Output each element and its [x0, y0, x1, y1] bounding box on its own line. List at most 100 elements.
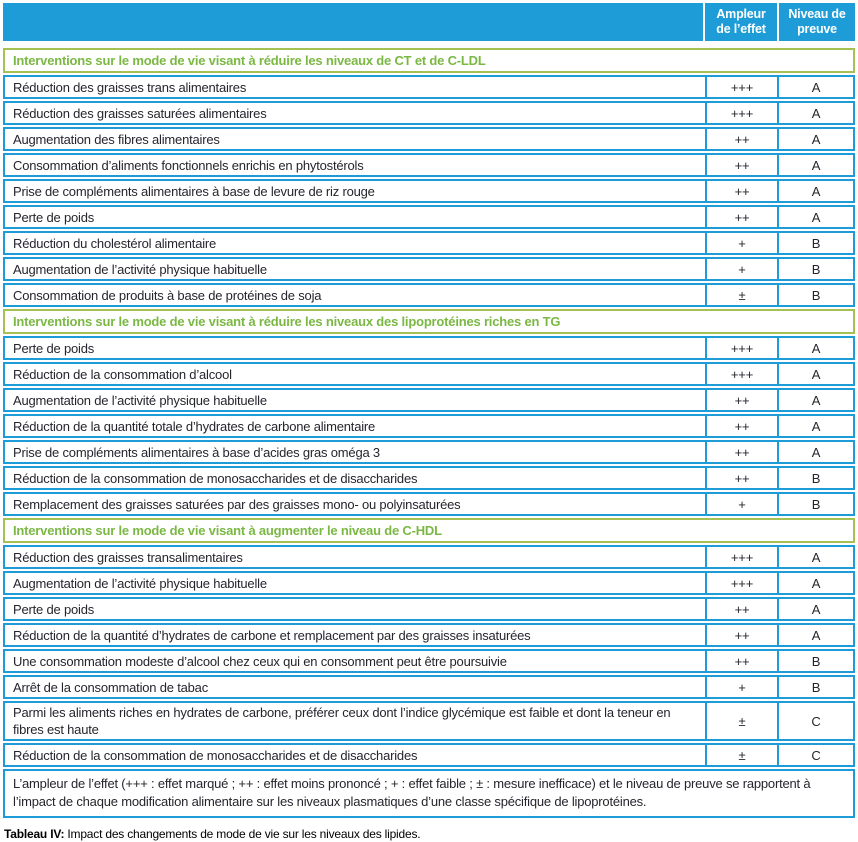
- intervention-label: Réduction de la quantité totale d’hydrat…: [13, 418, 376, 434]
- intervention-label: Prise de compléments alimentaires à base…: [13, 183, 375, 199]
- effect-value: ++: [705, 625, 777, 645]
- effect-value: +: [705, 677, 777, 697]
- section-title: Interventions sur le mode de vie visant …: [13, 523, 442, 538]
- table-row: Réduction des graisses trans alimentaire…: [3, 75, 855, 99]
- effect-value: +: [705, 233, 777, 253]
- section-header-row: Interventions sur le mode de vie visant …: [3, 309, 855, 334]
- effect-value: ±: [705, 285, 777, 305]
- effect-value: +++: [705, 103, 777, 123]
- table-row: Prise de compléments alimentaires à base…: [3, 179, 855, 203]
- table-row: Parmi les aliments riches en hydrates de…: [3, 701, 855, 741]
- table-row: Augmentation des fibres alimentaires ++ A: [3, 127, 855, 151]
- section-header-row: Interventions sur le mode de vie visant …: [3, 48, 855, 73]
- effect-value: ++: [705, 442, 777, 462]
- intervention-label: Réduction de la consommation de monosacc…: [13, 747, 418, 763]
- effect-value: ++: [705, 599, 777, 619]
- table-row: Augmentation de l’activité physique habi…: [3, 571, 855, 595]
- table-row: Perte de poids ++ A: [3, 597, 855, 621]
- effect-value: ++: [705, 181, 777, 201]
- table-caption: Tableau IV: Impact des changements de mo…: [4, 827, 854, 842]
- evidence-value: A: [777, 625, 853, 645]
- section-header-row: Interventions sur le mode de vie visant …: [3, 518, 855, 543]
- intervention-label: Perte de poids: [13, 340, 95, 356]
- evidence-value: B: [777, 677, 853, 697]
- table-row: Réduction des graisses transalimentaires…: [3, 545, 855, 569]
- table-body: Interventions sur le mode de vie visant …: [3, 48, 855, 767]
- section-title: Interventions sur le mode de vie visant …: [13, 314, 561, 329]
- caption-label: Tableau IV:: [4, 827, 65, 841]
- evidence-value: A: [777, 547, 853, 567]
- intervention-label: Consommation d’aliments fonctionnels enr…: [13, 157, 364, 173]
- table-row: Consommation d’aliments fonctionnels enr…: [3, 153, 855, 177]
- effect-value: ++: [705, 416, 777, 436]
- effect-value: +++: [705, 338, 777, 358]
- table-row: Prise de compléments alimentaires à base…: [3, 440, 855, 464]
- evidence-value: A: [777, 155, 853, 175]
- table-footnote: L’ampleur de l’effet (+++ : effet marqué…: [3, 769, 855, 818]
- evidence-value: A: [777, 390, 853, 410]
- table-row: Réduction de la quantité totale d’hydrat…: [3, 414, 855, 438]
- table-row: Augmentation de l’activité physique habi…: [3, 388, 855, 412]
- intervention-label: Consommation de produits à base de proté…: [13, 287, 322, 303]
- evidence-value: A: [777, 442, 853, 462]
- intervention-label: Réduction de la consommation d’alcool: [13, 366, 232, 382]
- table-row: Perte de poids +++ A: [3, 336, 855, 360]
- table-row: Remplacement des graisses saturées par d…: [3, 492, 855, 516]
- evidence-value: A: [777, 103, 853, 123]
- effect-value: +: [705, 494, 777, 514]
- intervention-label: Une consommation modeste d’alcool chez c…: [13, 653, 507, 669]
- evidence-value: A: [777, 129, 853, 149]
- evidence-value: A: [777, 416, 853, 436]
- table-row: Réduction de la consommation de monosacc…: [3, 743, 855, 767]
- intervention-label: Perte de poids: [13, 209, 95, 225]
- intervention-label: Augmentation des fibres alimentaires: [13, 131, 220, 147]
- intervention-label: Réduction des graisses saturées alimenta…: [13, 105, 267, 121]
- table-row: Une consommation modeste d’alcool chez c…: [3, 649, 855, 673]
- effect-value: ++: [705, 207, 777, 227]
- caption-text: Impact des changements de mode de vie su…: [64, 827, 421, 841]
- effect-value: +++: [705, 547, 777, 567]
- evidence-value: B: [777, 233, 853, 253]
- table-row: Réduction du cholestérol alimentaire + B: [3, 231, 855, 255]
- effect-value: +++: [705, 573, 777, 593]
- evidence-value: A: [777, 364, 853, 384]
- evidence-value: B: [777, 494, 853, 514]
- evidence-value: A: [777, 599, 853, 619]
- evidence-value: A: [777, 207, 853, 227]
- table-row: Perte de poids ++ A: [3, 205, 855, 229]
- evidence-value: C: [777, 745, 853, 765]
- intervention-label: Parmi les aliments riches en hydrates de…: [13, 705, 671, 737]
- intervention-label: Remplacement des graisses saturées par d…: [13, 496, 461, 512]
- intervention-label: Arrêt de la consommation de tabac: [13, 679, 209, 695]
- intervention-label: Réduction de la quantité d’hydrates de c…: [13, 627, 531, 643]
- intervention-label: Perte de poids: [13, 601, 95, 617]
- evidence-value: B: [777, 468, 853, 488]
- header-evidence-column: Niveau de preuve: [777, 3, 855, 41]
- effect-value: ++: [705, 155, 777, 175]
- evidence-value: A: [777, 77, 853, 97]
- evidence-value: A: [777, 181, 853, 201]
- header-effect-column: Ampleur de l’effet: [703, 3, 777, 41]
- effect-value: ++: [705, 390, 777, 410]
- table-row: Consommation de produits à base de proté…: [3, 283, 855, 307]
- table-row: Réduction de la consommation de monosacc…: [3, 466, 855, 490]
- intervention-label: Augmentation de l’activité physique habi…: [13, 392, 267, 408]
- evidence-value: B: [777, 651, 853, 671]
- intervention-label: Prise de compléments alimentaires à base…: [13, 444, 380, 460]
- effect-value: ±: [705, 703, 777, 739]
- header-empty-cell: [3, 3, 703, 41]
- effect-value: ±: [705, 745, 777, 765]
- evidence-value: B: [777, 285, 853, 305]
- table-row: Réduction des graisses saturées alimenta…: [3, 101, 855, 125]
- evidence-value: C: [777, 703, 853, 739]
- effect-value: +++: [705, 77, 777, 97]
- table-row: Arrêt de la consommation de tabac + B: [3, 675, 855, 699]
- effect-value: ++: [705, 129, 777, 149]
- intervention-label: Augmentation de l’activité physique habi…: [13, 575, 267, 591]
- effect-value: +: [705, 259, 777, 279]
- effect-value: ++: [705, 468, 777, 488]
- table-row: Augmentation de l’activité physique habi…: [3, 257, 855, 281]
- evidence-value: A: [777, 573, 853, 593]
- evidence-value: A: [777, 338, 853, 358]
